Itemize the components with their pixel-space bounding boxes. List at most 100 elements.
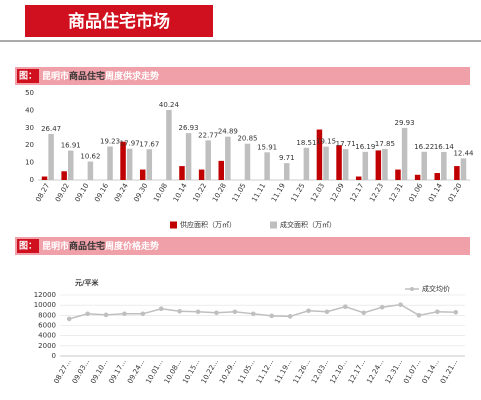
point: [214, 310, 219, 316]
point: [343, 304, 348, 309]
data-label: 17.97: [120, 140, 140, 148]
section-title-part: 周度供求走势: [105, 70, 159, 82]
bar: [179, 166, 185, 180]
y-tick-label: 4000: [38, 332, 56, 340]
x-tick-label: 01.14...: [421, 358, 441, 385]
x-tick-label: 11.05: [231, 182, 248, 203]
data-label: 16.22: [414, 143, 434, 151]
point: [122, 311, 127, 317]
data-label: 15.91: [257, 143, 277, 151]
x-tick-label: 12.03...: [310, 358, 330, 385]
x-tick-label: 11.11: [250, 182, 267, 203]
y-axis-label: 元/平米: [75, 278, 100, 287]
bar: [336, 145, 342, 180]
data-label: 16.19: [355, 143, 375, 151]
bar: [434, 173, 440, 180]
section-tag: [17, 69, 39, 83]
data-label: 24.89: [218, 128, 238, 136]
section-title: 昆明市商品住宅周度价格走势: [42, 240, 159, 252]
bar: [303, 147, 310, 180]
bar: [284, 163, 290, 180]
x-tick-label: 01.20: [447, 182, 464, 203]
x-tick-label: 12.31...: [384, 358, 404, 385]
legend-swatch: [170, 221, 177, 229]
x-tick-label: 10.01...: [144, 358, 164, 385]
bar: [414, 174, 421, 180]
data-label: 18.51: [296, 139, 316, 147]
legend-marker: [410, 287, 414, 291]
data-label: 20.85: [237, 135, 257, 143]
x-tick-label: 11.25: [290, 182, 307, 203]
bar: [41, 176, 48, 180]
legend-label: 供应面积（万㎡）: [180, 220, 236, 229]
legend-label: 成交面积（万㎡）: [280, 220, 336, 229]
bar: [87, 161, 94, 180]
y-tick-label: 10: [25, 159, 34, 167]
x-tick-label: 09.17...: [108, 358, 128, 385]
x-tick-label: 12.23: [368, 182, 385, 203]
point: [379, 304, 385, 310]
x-tick-label: 09.10: [74, 182, 91, 203]
point: [158, 306, 164, 312]
bar: [382, 148, 388, 180]
bar: [454, 166, 460, 180]
x-tick-label: 01.21...: [439, 358, 459, 385]
x-tick-label: 12.24...: [365, 358, 385, 385]
x-tick-label: 09.10...: [89, 358, 109, 385]
data-label: 16.91: [61, 142, 81, 150]
bar: [218, 160, 224, 180]
data-label: 16.14: [434, 143, 455, 151]
point: [269, 313, 275, 319]
x-tick-label: 12.31: [388, 182, 405, 203]
data-label: 40.24: [159, 101, 180, 109]
bar: [264, 152, 270, 180]
x-tick-label: 09.16: [93, 182, 110, 204]
section-bar: [15, 67, 470, 85]
x-tick-label: 11.19...: [273, 358, 293, 385]
point: [195, 309, 201, 315]
data-label: 29.93: [395, 119, 415, 127]
legend-label: 成交均价: [422, 284, 450, 293]
bar: [61, 171, 67, 180]
x-tick-label: 10.08...: [163, 358, 183, 385]
x-tick-label: 09.03...: [71, 358, 91, 385]
x-tick-label: 11.19: [270, 182, 287, 203]
x-tick-label: 12.17...: [347, 358, 367, 385]
y-tick-label: 0: [52, 352, 56, 360]
x-tick-label: 11.05...: [236, 358, 256, 385]
data-label: 9.71: [279, 154, 295, 162]
section-prefix: 图：: [19, 241, 37, 252]
bar: [362, 151, 369, 180]
bar: [48, 133, 54, 180]
point: [453, 309, 459, 315]
x-tick-label: 09.30: [133, 182, 150, 203]
data-label: 12.44: [453, 149, 474, 157]
x-tick-label: 10.22: [191, 182, 208, 203]
section-title-part: 昆明市: [42, 240, 69, 252]
data-label: 10.62: [80, 153, 100, 161]
y-tick-label: 30: [25, 124, 34, 132]
point: [287, 314, 293, 319]
y-tick-label: 2000: [38, 342, 56, 350]
point: [66, 316, 72, 322]
section-title-part: 昆明市: [42, 70, 69, 82]
section-prefix: 图：: [19, 71, 37, 82]
bar: [244, 143, 251, 180]
point: [103, 312, 109, 318]
bar: [139, 169, 146, 180]
x-tick-label: 08.27: [34, 182, 51, 203]
header-box: [25, 5, 213, 37]
x-tick-label: 10.22...: [200, 358, 220, 385]
x-tick-label: 10.08: [152, 182, 169, 203]
bar: [401, 127, 408, 180]
section-tag: [17, 239, 39, 253]
point: [435, 309, 440, 315]
x-tick-label: 12.10...: [329, 358, 349, 385]
x-tick-label: 11.26...: [292, 358, 312, 385]
x-tick-label: 10.28: [211, 182, 228, 203]
x-tick-label: 01.06: [407, 182, 424, 204]
data-label: 26.93: [179, 124, 199, 132]
x-tick-label: 11.12...: [255, 358, 275, 385]
x-tick-label: 10.14: [172, 182, 189, 204]
